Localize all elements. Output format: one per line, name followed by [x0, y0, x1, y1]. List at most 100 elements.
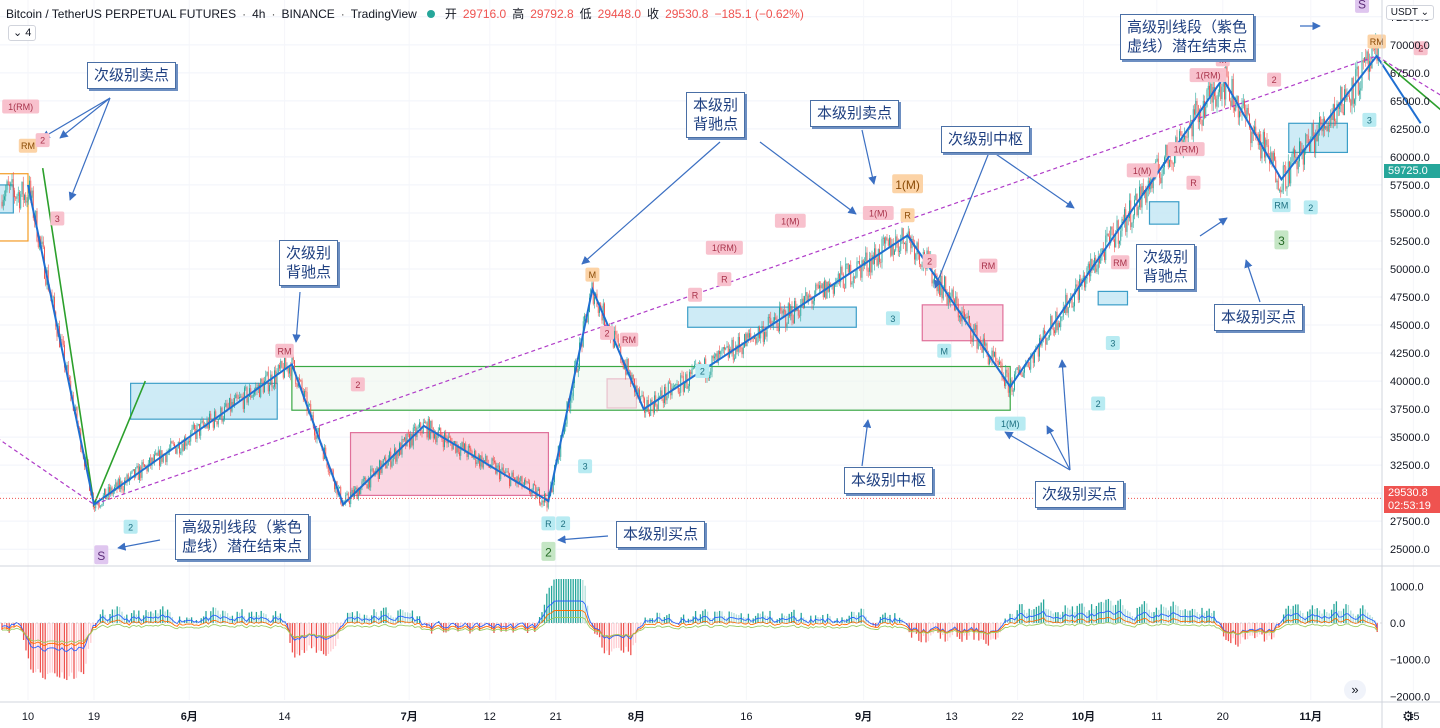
candle-body [1092, 266, 1094, 271]
candle-body [534, 484, 535, 485]
candle-body [842, 274, 844, 288]
candle-body [110, 487, 112, 495]
candle-body [1064, 307, 1065, 313]
candle-body [992, 350, 994, 357]
symbol-title[interactable]: Bitcoin / TetherUS PERPETUAL FUTURES [6, 6, 237, 21]
candle-body [677, 384, 679, 393]
candle-body [495, 462, 497, 474]
candle-body [281, 361, 283, 368]
interval-label[interactable]: 4h [252, 6, 266, 21]
candle-body [884, 237, 885, 244]
scroll-to-realtime-button[interactable]: » [1344, 680, 1366, 700]
candle-body [315, 435, 317, 440]
candle-body [975, 325, 977, 330]
candle-body [305, 391, 307, 393]
candle-body [959, 315, 960, 318]
candle-body [960, 315, 962, 322]
candle-body [571, 396, 573, 399]
candle-body [527, 481, 529, 483]
candle-body [105, 488, 107, 500]
candle-body [1296, 156, 1298, 170]
candle-body [361, 481, 363, 487]
candle-body [1301, 148, 1303, 154]
candle-body [362, 478, 364, 482]
candle-body [735, 345, 737, 359]
candle-body [519, 481, 520, 484]
candle-body [97, 503, 99, 506]
signal-marker-label: 1(RM) [1174, 145, 1199, 155]
candle-body [406, 433, 408, 447]
callout-sub-divergence-left: 次级别 背驰点 [279, 240, 339, 286]
candle-body [75, 406, 77, 411]
time-tick-label: 22 [1011, 711, 1023, 723]
candle-body [1162, 167, 1164, 174]
callout-arrow [1244, 259, 1261, 303]
candle-body [1244, 100, 1245, 111]
candle-body [5, 189, 7, 197]
candle-body [542, 500, 544, 503]
candle-body [1087, 263, 1089, 268]
candle-body [535, 484, 537, 499]
candle-body [850, 264, 852, 285]
candle-body [901, 228, 903, 239]
candle-body [1159, 171, 1160, 178]
indicators-toggle[interactable]: ⌄ 4 [8, 25, 37, 41]
candle-body [465, 443, 467, 453]
candle-body [1202, 101, 1204, 126]
candle-body [149, 457, 150, 464]
candle-body [644, 398, 645, 413]
candle-body [1165, 144, 1167, 158]
candle-body [240, 396, 242, 398]
candle-body [1131, 222, 1133, 228]
candle-body [254, 390, 255, 395]
candle-body [844, 287, 845, 289]
price-tick-label: 47500.0 [1390, 292, 1430, 304]
candle-body [597, 306, 599, 313]
candle-body [514, 478, 515, 480]
candle-body [234, 398, 235, 406]
candle-body [896, 236, 898, 243]
signal-marker-bg [1355, 0, 1370, 13]
candle-body [94, 506, 95, 509]
candle-body [616, 334, 618, 339]
candle-body [497, 465, 499, 467]
candle-body [1142, 185, 1144, 195]
candle-body [372, 468, 374, 473]
market-status-icon [426, 9, 435, 18]
candle-body [391, 461, 393, 467]
signal-marker-label: 1(M) [1133, 166, 1152, 176]
candle-body [377, 467, 379, 479]
candle-body [1294, 149, 1295, 158]
candle-body [811, 297, 813, 304]
candle-body [99, 505, 100, 507]
candle-body [1201, 120, 1203, 126]
callout-arrow [861, 419, 872, 467]
candle-body [935, 273, 937, 276]
candle-body [197, 423, 199, 426]
signal-marker-label: M [941, 346, 949, 356]
candle-body [360, 486, 362, 495]
callout-divergence: 本级别 背驰点 [686, 92, 746, 138]
candle-body [381, 463, 383, 473]
candle-body [1377, 39, 1379, 61]
candle-body [667, 382, 669, 397]
signal-marker-label: 2 [1096, 399, 1101, 409]
candle-body [857, 261, 859, 262]
candle-body [1022, 372, 1024, 377]
candle-body [202, 420, 204, 426]
candle-body [906, 234, 908, 252]
candle-body [981, 346, 983, 353]
gear-icon[interactable]: ⚙ [1402, 708, 1415, 724]
signal-marker-bg [1189, 68, 1227, 83]
candle-body [1242, 100, 1244, 106]
signal-marker-bg [18, 138, 38, 153]
candle-body [1101, 248, 1103, 255]
candle-body [1255, 126, 1257, 135]
candle-body [9, 185, 10, 187]
currency-select[interactable]: USDT ⌄ [1385, 5, 1434, 20]
callout-level-pivot: 本级别中枢 [844, 467, 934, 494]
candle-body [1279, 189, 1280, 191]
candle-body [494, 460, 495, 463]
candle-body [721, 349, 723, 352]
